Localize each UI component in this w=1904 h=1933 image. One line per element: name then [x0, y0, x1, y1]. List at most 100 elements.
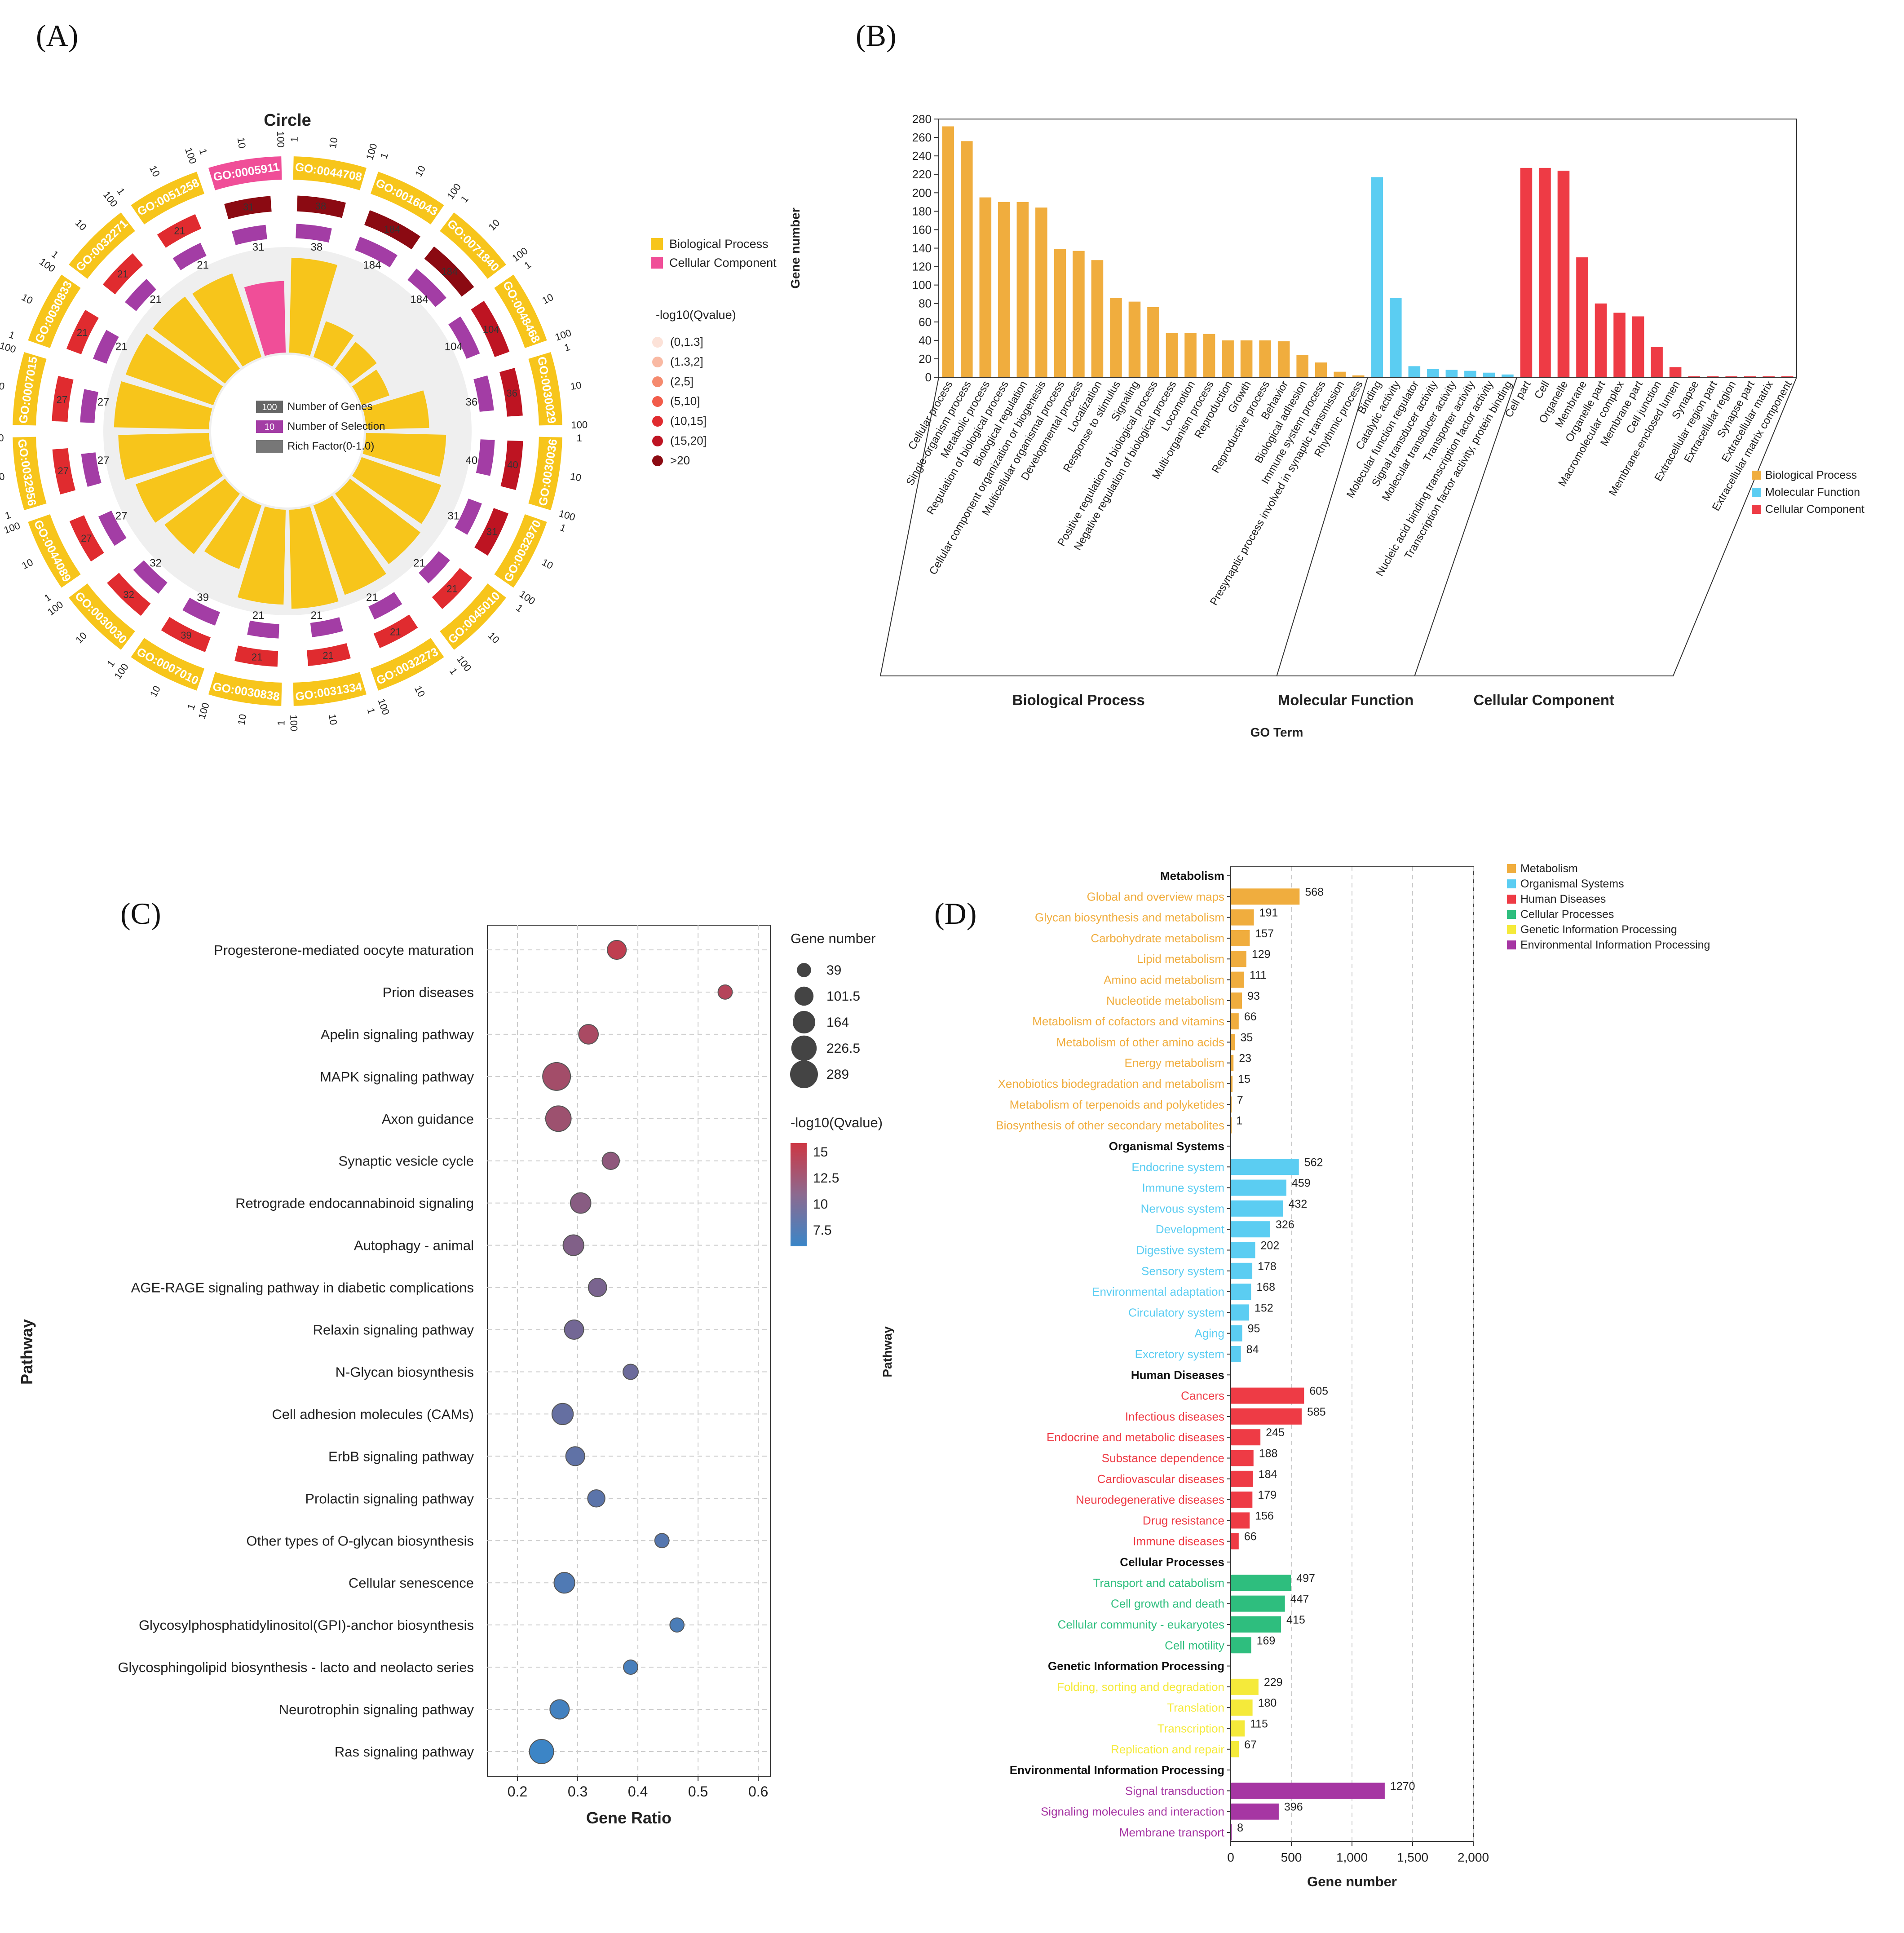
pathway-label: Progesterone-mediated oocyte maturation: [214, 942, 474, 958]
genes-bar-label: 27: [57, 394, 67, 406]
pathway-label: Signaling molecules and interaction: [1041, 1805, 1224, 1818]
pathway-label: Aging: [1195, 1327, 1225, 1340]
bar-value: 432: [1289, 1198, 1308, 1210]
plot-frame: [487, 925, 771, 1777]
qvalue-bin: (5,10]: [670, 394, 700, 408]
y-tick-label: 240: [912, 149, 932, 163]
bar: [1408, 366, 1421, 377]
pathway-label: Lipid metabolism: [1137, 952, 1224, 966]
pathway-label: Relaxin signaling pathway: [313, 1322, 474, 1338]
selection-bar: [448, 316, 480, 359]
pathway-label: Prion diseases: [383, 984, 474, 1000]
point: [545, 1105, 572, 1132]
point: [551, 1403, 574, 1425]
pathway-label: Apelin signaling pathway: [321, 1027, 474, 1042]
bar: [1744, 376, 1756, 377]
selection-bar: [133, 560, 168, 594]
bar-value: 111: [1250, 969, 1267, 982]
chart-d-kegg-bar: 0 500 1,000 1,500 2,000 Gene number Pathway Met…: [880, 862, 1710, 1889]
scale-tick: 100: [196, 702, 212, 720]
bar: [1632, 316, 1644, 377]
color-legend-tick: 7.5: [813, 1223, 832, 1238]
legend-swatch: [1507, 910, 1516, 919]
term-ring-GO:0071840: [440, 212, 506, 279]
color-legend-tick: 15: [813, 1145, 828, 1160]
legend-swatch: [1507, 879, 1516, 888]
y-tick-label: 280: [912, 112, 932, 126]
scale-tick: 1: [447, 666, 460, 676]
rich-bar: [118, 432, 212, 480]
bar: [1595, 303, 1607, 377]
bar: [1035, 207, 1047, 377]
rich-bar: [164, 479, 240, 554]
legend-swatch: [1752, 488, 1761, 497]
pathway-label: Substance dependence: [1102, 1452, 1224, 1465]
bar: [1231, 992, 1242, 1009]
bar: [1231, 1262, 1253, 1279]
bar: [1231, 1741, 1239, 1757]
selection-bar: [455, 499, 482, 535]
chart-a-title: Circle: [264, 111, 311, 130]
genes-bar-label: 27: [57, 465, 68, 477]
scale-tick: 1: [514, 602, 525, 614]
scale-tick: 1: [275, 720, 287, 726]
qvalue-bin: (2,5]: [670, 375, 694, 388]
bar: [1231, 1387, 1304, 1404]
bar: [1231, 1803, 1279, 1820]
scale-tick: 1: [288, 137, 300, 142]
bar-value: 202: [1261, 1239, 1280, 1252]
genes-bar: [432, 568, 473, 609]
pathway-label: Metabolism of cofactors and vitamins: [1032, 1015, 1224, 1028]
selection-label: 27: [115, 510, 128, 522]
bar: [1231, 1096, 1232, 1113]
legend-label: Cellular Component: [1765, 503, 1864, 516]
bar: [1231, 1034, 1235, 1050]
bar: [1128, 301, 1141, 377]
bar: [1483, 372, 1495, 377]
point: [588, 1278, 607, 1297]
bar: [1576, 257, 1588, 377]
panel-label-d: (D): [934, 896, 977, 931]
bar: [1520, 168, 1533, 377]
selection-label: 184: [363, 259, 381, 271]
bar-value: 180: [1258, 1697, 1277, 1709]
pathway-label: Replication and repair: [1111, 1743, 1224, 1756]
genes-bar-label: 40: [507, 459, 518, 470]
bar: [1427, 369, 1439, 377]
qvalue-swatch: [652, 455, 663, 466]
scale-tick: 100: [553, 327, 573, 343]
bar-value: 184: [1259, 1468, 1277, 1481]
chart-c-pathway-scatter: 0.2 0.3 0.4 0.5 0.6 Gene Ratio Pathway Progeste…: [18, 925, 883, 1827]
genes-bar-label: 39: [181, 630, 191, 641]
scale-tick: 10: [412, 684, 427, 699]
size-legend-dot: [794, 986, 814, 1006]
selection-label: 21: [252, 609, 265, 622]
qvalue-swatch: [652, 337, 663, 348]
bar: [1231, 1616, 1281, 1633]
legend-swatch: [1507, 864, 1516, 873]
bar: [998, 202, 1010, 377]
bar: [1231, 1179, 1286, 1196]
scale-tick: 100: [571, 419, 588, 431]
bar-value: 1270: [1390, 1780, 1415, 1792]
bar: [942, 126, 954, 377]
y-tick-label: 0: [925, 371, 932, 384]
scale-tick: 10: [540, 556, 555, 571]
pathway-label: Cancers: [1181, 1389, 1224, 1403]
size-legend-value: 39: [826, 963, 841, 978]
x-tick-label: 0.6: [748, 1783, 768, 1800]
x-tick-label: 1,000: [1336, 1850, 1368, 1864]
bar: [1231, 1242, 1255, 1258]
bar: [1389, 298, 1402, 377]
x-tick-label: 0.4: [628, 1783, 648, 1800]
panel-label-c: (C): [120, 896, 161, 931]
scale-tick: 1: [459, 194, 471, 205]
bar: [1231, 1055, 1234, 1071]
scale-tick: 1: [42, 591, 53, 604]
y-tick-label: 140: [912, 242, 932, 255]
color-legend-tick: 10: [813, 1197, 828, 1212]
selection-bar: [296, 224, 332, 243]
pathway-label: Folding, sorting and degradation: [1057, 1680, 1224, 1694]
bar: [960, 141, 973, 377]
